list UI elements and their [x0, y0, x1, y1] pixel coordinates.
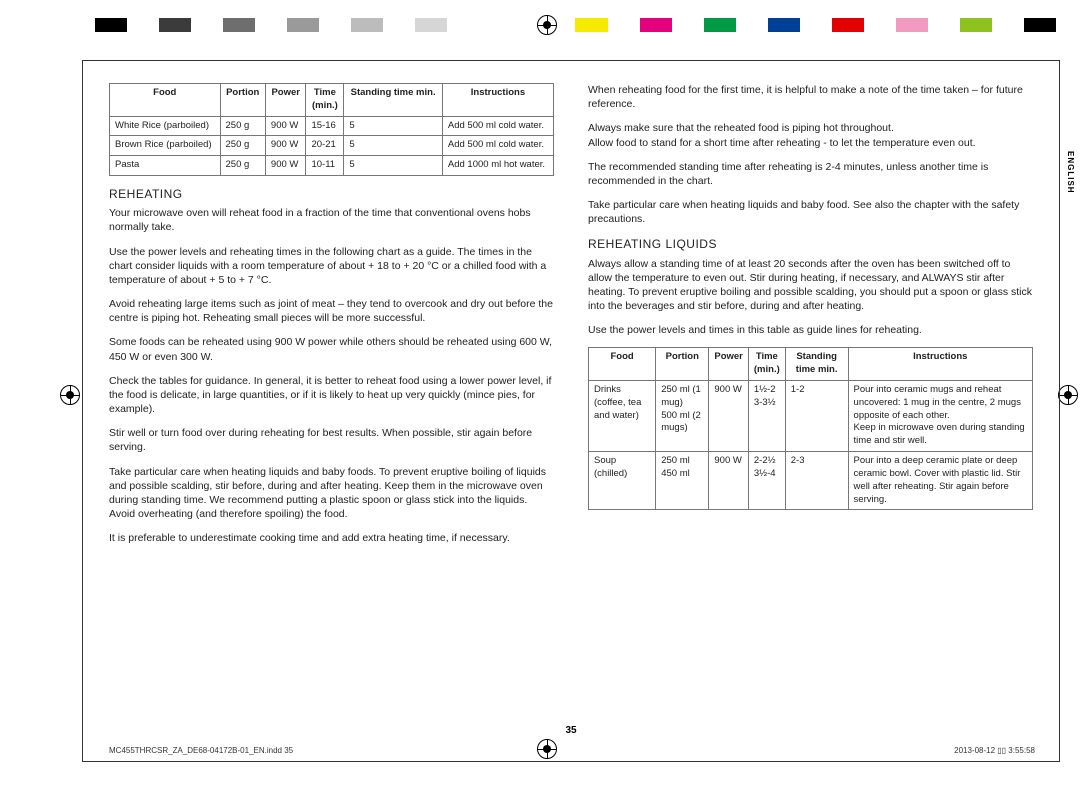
language-tab: ENGLISH: [1066, 151, 1075, 194]
left-column: FoodPortionPowerTime (min.)Standing time…: [109, 83, 554, 719]
table-cell: 900 W: [265, 156, 306, 176]
table-cell: Pour into a deep ceramic plate or deep c…: [848, 452, 1032, 510]
table-cell: 5: [344, 116, 443, 136]
right-column: When reheating food for the first time, …: [588, 83, 1033, 719]
page-number: 35: [109, 725, 1033, 736]
section-heading-reheating-liquids: REHEATING LIQUIDS: [588, 236, 1033, 252]
table-row: Soup (chilled)250 ml450 ml900 W2-2½3½-42…: [589, 452, 1033, 510]
table-cell: Pasta: [110, 156, 221, 176]
table-header: Food: [110, 84, 221, 117]
body-text: It is preferable to underestimate cookin…: [109, 531, 554, 545]
body-text: Always allow a standing time of at least…: [588, 257, 1033, 314]
body-text: Use the power levels and reheating times…: [109, 245, 554, 288]
table-header: Time (min.): [748, 348, 785, 381]
footer-filename: MC455THRCSR_ZA_DE68-04172B-01_EN.indd 35: [109, 746, 293, 755]
cooking-table-1: FoodPortionPowerTime (min.)Standing time…: [109, 83, 554, 176]
table-header: Instructions: [848, 348, 1032, 381]
section-heading-reheating: REHEATING: [109, 186, 554, 202]
reheating-liquids-table: FoodPortionPowerTime (min.)Standing time…: [588, 347, 1033, 510]
table-header: Power: [709, 348, 749, 381]
body-text: Take particular care when heating liquid…: [588, 198, 1033, 226]
body-text: Your microwave oven will reheat food in …: [109, 206, 554, 234]
table-header: Portion: [220, 84, 265, 117]
table-header: Standing time min.: [785, 348, 848, 381]
table-header: Time (min.): [306, 84, 344, 117]
table-row: Pasta250 g900 W10-115Add 1000 ml hot wat…: [110, 156, 554, 176]
body-text: Always make sure that the reheated food …: [588, 121, 1033, 135]
table-cell: 5: [344, 156, 443, 176]
table-row: White Rice (parboiled)250 g900 W15-165Ad…: [110, 116, 554, 136]
table-cell: 1-2: [785, 381, 848, 452]
body-text: The recommended standing time after rehe…: [588, 160, 1033, 188]
footer-timestamp: 2013-08-12 ▯▯ 3:55:58: [954, 746, 1035, 755]
table-header: Standing time min.: [344, 84, 443, 117]
registration-mark: [60, 385, 80, 405]
table-cell: 20-21: [306, 136, 344, 156]
table-header: Portion: [656, 348, 709, 381]
table-cell: 900 W: [265, 136, 306, 156]
color-calibration-bar: [95, 18, 1056, 32]
table-cell: Add 500 ml cold water.: [442, 136, 553, 156]
table-cell: 250 g: [220, 116, 265, 136]
table-cell: Soup (chilled): [589, 452, 656, 510]
table-cell: 250 ml450 ml: [656, 452, 709, 510]
page-frame: ENGLISH FoodPortionPowerTime (min.)Stand…: [82, 60, 1060, 762]
table-row: Drinks (coffee, tea and water)250 ml (1 …: [589, 381, 1033, 452]
table-header: Power: [265, 84, 306, 117]
body-text: When reheating food for the first time, …: [588, 83, 1033, 111]
table-cell: Brown Rice (parboiled): [110, 136, 221, 156]
table-cell: 250 ml (1 mug)500 ml (2 mugs): [656, 381, 709, 452]
body-text: Stir well or turn food over during rehea…: [109, 426, 554, 454]
body-text: Take particular care when heating liquid…: [109, 465, 554, 522]
table-header: Food: [589, 348, 656, 381]
table-cell: Drinks (coffee, tea and water): [589, 381, 656, 452]
table-cell: 1½-23-3½: [748, 381, 785, 452]
table-cell: 250 g: [220, 136, 265, 156]
table-cell: Add 1000 ml hot water.: [442, 156, 553, 176]
table-cell: 900 W: [709, 452, 749, 510]
body-text: Use the power levels and times in this t…: [588, 323, 1033, 337]
print-footer: MC455THRCSR_ZA_DE68-04172B-01_EN.indd 35…: [109, 746, 1035, 755]
table-cell: 5: [344, 136, 443, 156]
table-cell: 250 g: [220, 156, 265, 176]
body-text: Some foods can be reheated using 900 W p…: [109, 335, 554, 363]
table-header: Instructions: [442, 84, 553, 117]
table-cell: 900 W: [709, 381, 749, 452]
table-cell: White Rice (parboiled): [110, 116, 221, 136]
table-cell: Pour into ceramic mugs and reheat uncove…: [848, 381, 1032, 452]
table-cell: 15-16: [306, 116, 344, 136]
table-cell: 900 W: [265, 116, 306, 136]
registration-mark: [537, 15, 557, 35]
table-cell: 2-3: [785, 452, 848, 510]
registration-mark: [1058, 385, 1078, 405]
body-text: Check the tables for guidance. In genera…: [109, 374, 554, 417]
table-cell: 10-11: [306, 156, 344, 176]
table-cell: Add 500 ml cold water.: [442, 116, 553, 136]
body-text: Allow food to stand for a short time aft…: [588, 136, 1033, 150]
table-cell: 2-2½3½-4: [748, 452, 785, 510]
table-row: Brown Rice (parboiled)250 g900 W20-215Ad…: [110, 136, 554, 156]
body-text: Avoid reheating large items such as join…: [109, 297, 554, 325]
